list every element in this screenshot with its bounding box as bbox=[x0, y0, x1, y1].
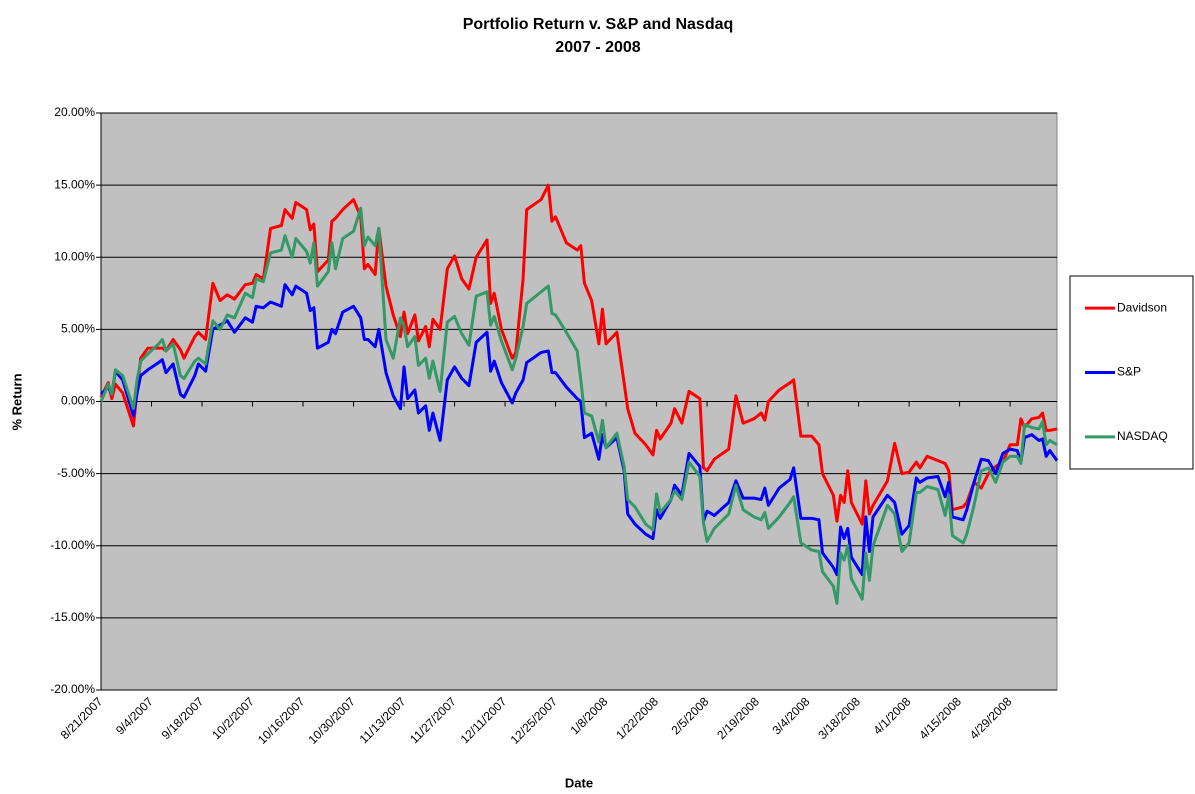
legend-label: Davidson bbox=[1117, 300, 1167, 314]
x-tick-label: 10/16/2007 bbox=[255, 694, 308, 747]
x-tick-label: 2/5/2008 bbox=[668, 694, 711, 737]
x-tick-label: 10/30/2007 bbox=[306, 694, 359, 747]
y-tick-label: 15.00% bbox=[54, 177, 95, 191]
y-tick-label: 10.00% bbox=[54, 249, 95, 263]
x-tick-label: 1/22/2008 bbox=[613, 694, 661, 742]
series-line bbox=[99, 206, 1058, 605]
legend-label: NASDAQ bbox=[1117, 429, 1168, 443]
legend-label: S&P bbox=[1117, 365, 1141, 379]
x-tick-label: 9/18/2007 bbox=[159, 694, 207, 742]
x-tick-label: 9/4/2007 bbox=[113, 694, 156, 737]
y-tick-label: 0.00% bbox=[61, 394, 95, 408]
x-tick-label: 11/27/2007 bbox=[407, 694, 459, 746]
y-tick-label: -20.00% bbox=[50, 682, 95, 696]
series-line bbox=[99, 183, 1058, 526]
y-tick-label: -10.00% bbox=[50, 538, 95, 552]
x-tick-label: 4/29/2008 bbox=[967, 694, 1015, 742]
x-tick-label: 10/2/2007 bbox=[209, 694, 257, 742]
y-tick-label: -5.00% bbox=[57, 466, 95, 480]
chart-title: Portfolio Return v. S&P and Nasdaq bbox=[463, 16, 734, 33]
y-tick-label: 20.00% bbox=[54, 105, 95, 119]
series-line bbox=[99, 283, 1059, 577]
x-tick-label: 2/19/2008 bbox=[714, 694, 762, 742]
x-tick-label: 1/8/2008 bbox=[567, 694, 610, 737]
chart-subtitle: 2007 - 2008 bbox=[555, 39, 641, 56]
x-tick-label: 12/11/2007 bbox=[458, 694, 510, 746]
x-tick-label: 3/18/2008 bbox=[815, 694, 863, 742]
x-tick-label: 11/13/2007 bbox=[357, 694, 409, 746]
x-tick-label: 4/15/2008 bbox=[916, 694, 964, 742]
x-tick-label: 4/1/2008 bbox=[871, 694, 914, 737]
y-tick-label: 5.00% bbox=[61, 322, 95, 336]
y-tick-label: -15.00% bbox=[50, 610, 95, 624]
x-tick-label: 12/25/2007 bbox=[508, 694, 561, 747]
x-axis-title: Date bbox=[565, 775, 593, 790]
y-axis-title: % Return bbox=[9, 373, 24, 430]
x-tick-label: 8/21/2007 bbox=[58, 694, 106, 742]
x-tick-label: 3/4/2008 bbox=[770, 694, 813, 737]
